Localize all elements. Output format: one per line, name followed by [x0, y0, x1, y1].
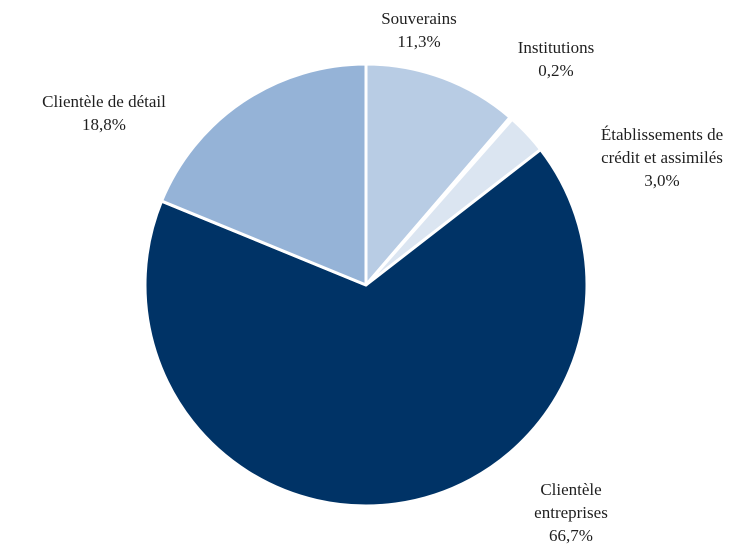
slice-label: Établissements de crédit et assimilés 3,0% — [601, 125, 723, 190]
pie-slices — [143, 62, 589, 508]
pie-labels: Souverains 11,3% Institutions 0,2% Établisse… — [42, 9, 723, 545]
slice-category-label: entreprises — [534, 503, 608, 522]
slice-category-label: crédit et assimilés — [601, 148, 723, 167]
slice-label: Institutions 0,2% — [518, 38, 595, 80]
slice-value-label: 3,0% — [644, 171, 679, 190]
pie-slice — [143, 148, 589, 508]
pie-slice — [160, 62, 368, 287]
slice-value-label: 11,3% — [397, 32, 440, 51]
slice-label: Souverains 11,3% — [381, 9, 457, 51]
slice-category-label: Établissements de — [601, 125, 723, 144]
slice-category-label: Clientèle — [540, 480, 601, 499]
slice-value-label: 18,8% — [82, 115, 126, 134]
pie-slice — [364, 62, 512, 287]
slice-category-label: Souverains — [381, 9, 457, 28]
slice-label: Clientèle entreprises 66,7% — [534, 480, 608, 545]
slice-category-label: Institutions — [518, 38, 595, 57]
slice-value-label: 0,2% — [538, 61, 573, 80]
slice-category-label: Clientèle de détail — [42, 92, 166, 111]
slice-value-label: 66,7% — [549, 526, 593, 545]
slice-label: Clientèle de détail 18,8% — [42, 92, 166, 134]
